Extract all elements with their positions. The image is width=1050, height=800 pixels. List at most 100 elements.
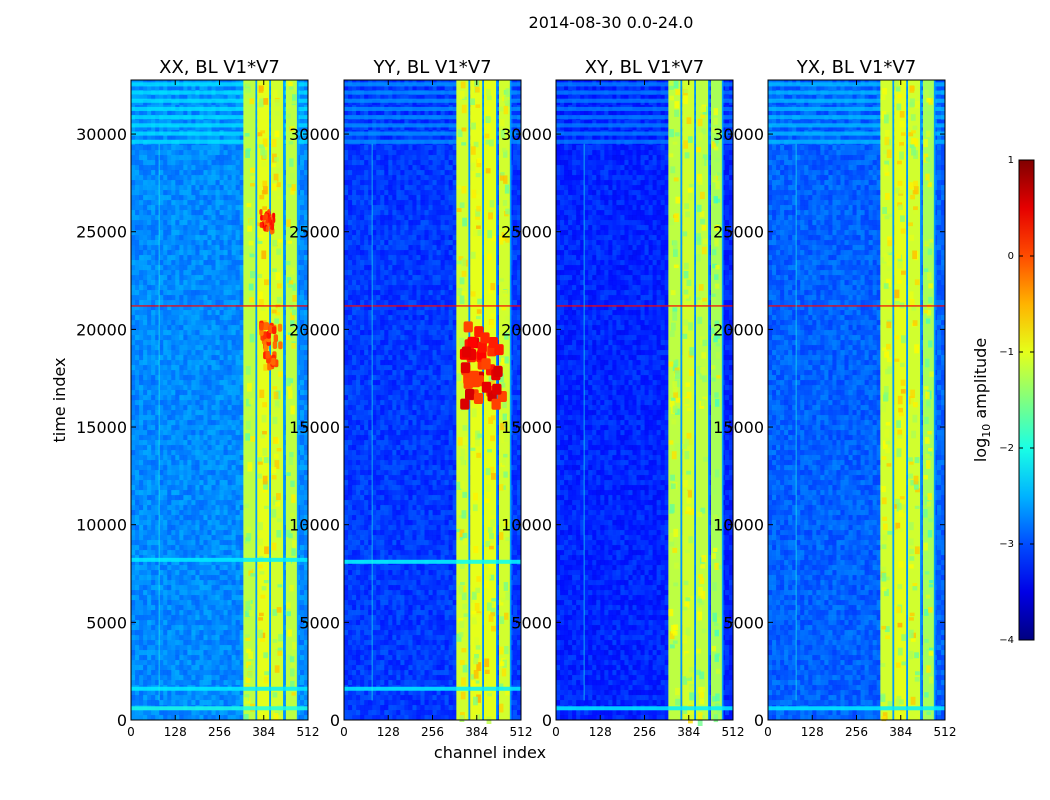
heatmap-cell [139, 350, 143, 355]
heatmap-cell [139, 285, 143, 290]
heatmap-cell [159, 480, 163, 485]
heatmap-cell [159, 230, 163, 235]
heatmap-cell [147, 220, 151, 225]
heatmap-cell [135, 370, 139, 375]
heatmap-cell [159, 680, 163, 685]
heatmap-cell [131, 420, 135, 425]
heatmap-cell [131, 185, 135, 190]
heatmap-cell [131, 505, 135, 510]
heatmap-cell [139, 415, 143, 420]
heatmap-cell [151, 385, 155, 390]
heatmap-cell [135, 455, 139, 460]
heatmap-cell [131, 205, 135, 210]
heatmap-cell [159, 365, 163, 370]
heatmap-cell [135, 225, 139, 230]
heatmap-cell [131, 480, 135, 485]
heatmap-cell [131, 150, 135, 155]
heatmap-cell [139, 595, 143, 600]
heatmap-cell [151, 405, 155, 410]
heatmap-cell [135, 205, 139, 210]
heatmap-cell [143, 610, 147, 615]
heatmap-cell [139, 385, 143, 390]
heatmap-cell [131, 635, 135, 640]
heatmap-cell [131, 530, 135, 535]
heatmap-cell [139, 210, 143, 215]
heatmap-cell [147, 645, 151, 650]
heatmap-cell [143, 150, 147, 155]
heatmap-cell [159, 425, 163, 430]
heatmap-cell [139, 280, 143, 285]
heatmap-cell [159, 375, 163, 380]
heatmap-cell [159, 525, 163, 530]
heatmap-cell [139, 315, 143, 320]
heatmap-cell [159, 265, 163, 270]
heatmap-cell [143, 330, 147, 335]
heatmap-cell [147, 400, 151, 405]
heatmap-cell [159, 135, 163, 140]
heatmap-cell [151, 395, 155, 400]
heatmap-cell [139, 565, 143, 570]
heatmap-cell [135, 335, 139, 340]
heatmap-cell [131, 485, 135, 490]
heatmap-cell [143, 190, 147, 195]
heatmap-cell [135, 650, 139, 655]
heatmap-cell [151, 270, 155, 275]
heatmap-cell [135, 385, 139, 390]
heatmap-cell [159, 615, 163, 620]
heatmap-cell [159, 285, 163, 290]
heatmap-cell [131, 225, 135, 230]
heatmap-cell [143, 475, 147, 480]
heatmap-cell [143, 200, 147, 205]
heatmap-cell [139, 675, 143, 680]
heatmap-cell [159, 195, 163, 200]
heatmap-cell [151, 335, 155, 340]
panel-1: XX, BL V1*V70500010000150002000025000300… [76, 57, 319, 739]
heatmap-cell [151, 225, 155, 230]
heatmap-cell [151, 330, 155, 335]
heatmap-cell [159, 320, 163, 325]
heatmap-cell [151, 625, 155, 630]
heatmap-cell [159, 505, 163, 510]
heatmap-cell [159, 310, 163, 315]
heatmap-cell [139, 580, 143, 585]
heatmap-cell [159, 155, 163, 160]
heatmap-cell [131, 395, 135, 400]
heatmap-cell [159, 570, 163, 575]
heatmap-cell [147, 275, 151, 280]
heatmap-cell [159, 545, 163, 550]
heatmap-cell [135, 585, 139, 590]
heatmap-cell [159, 540, 163, 545]
heatmap-cell [139, 400, 143, 405]
heatmap-cell [139, 455, 143, 460]
heatmap-cell [151, 250, 155, 255]
heatmap-cell [131, 700, 135, 705]
heatmap-cell [135, 665, 139, 670]
heatmap-cell [151, 375, 155, 380]
heatmap-cell [151, 205, 155, 210]
heatmap-cell [147, 330, 151, 335]
heatmap-cell [135, 245, 139, 250]
heatmap-cell [147, 240, 151, 245]
heatmap-cell [151, 515, 155, 520]
heatmap-cell [139, 590, 143, 595]
heatmap-cell [139, 370, 143, 375]
heatmap-cell [151, 345, 155, 350]
heatmap-cell [159, 160, 163, 165]
heatmap-cell [143, 585, 147, 590]
heatmap-cell [143, 210, 147, 215]
heatmap-cell [151, 610, 155, 615]
heatmap-cell [139, 155, 143, 160]
heatmap-cell [143, 450, 147, 455]
heatmap-cell [139, 330, 143, 335]
heatmap-cell [143, 170, 147, 175]
heatmap-cell [135, 675, 139, 680]
heatmap-cell [147, 520, 151, 525]
heatmap-cell [147, 345, 151, 350]
heatmap-cell [143, 380, 147, 385]
heatmap-cell [159, 205, 163, 210]
heatmap-cell [139, 470, 143, 475]
heatmap-cell [139, 495, 143, 500]
heatmap-cell [151, 210, 155, 215]
heatmap-cell [131, 630, 135, 635]
heatmap-cell [143, 500, 147, 505]
